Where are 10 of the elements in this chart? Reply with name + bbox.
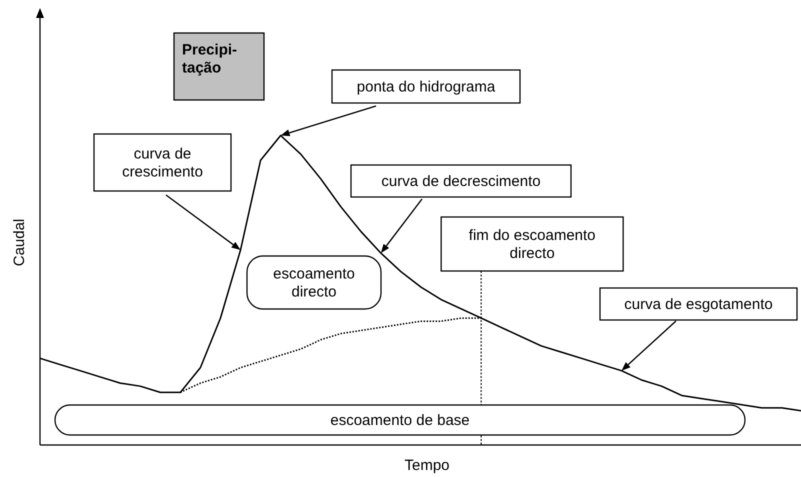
text: Precipi- tação (182, 42, 238, 76)
annotation: curva de decrescimento (381, 173, 541, 190)
x-axis-title: Tempo (404, 457, 450, 474)
annotation: curva de esgotamento (624, 296, 773, 313)
annotation: curva de crescimento (122, 146, 203, 180)
y-axis-title: Caudal (11, 218, 28, 266)
text: ponta do hidrograma (356, 78, 496, 96)
annotation: escoamento directo (273, 266, 355, 300)
annotation: fim do escoamento directo (468, 227, 596, 262)
annotation: escoamento de base (330, 412, 470, 429)
